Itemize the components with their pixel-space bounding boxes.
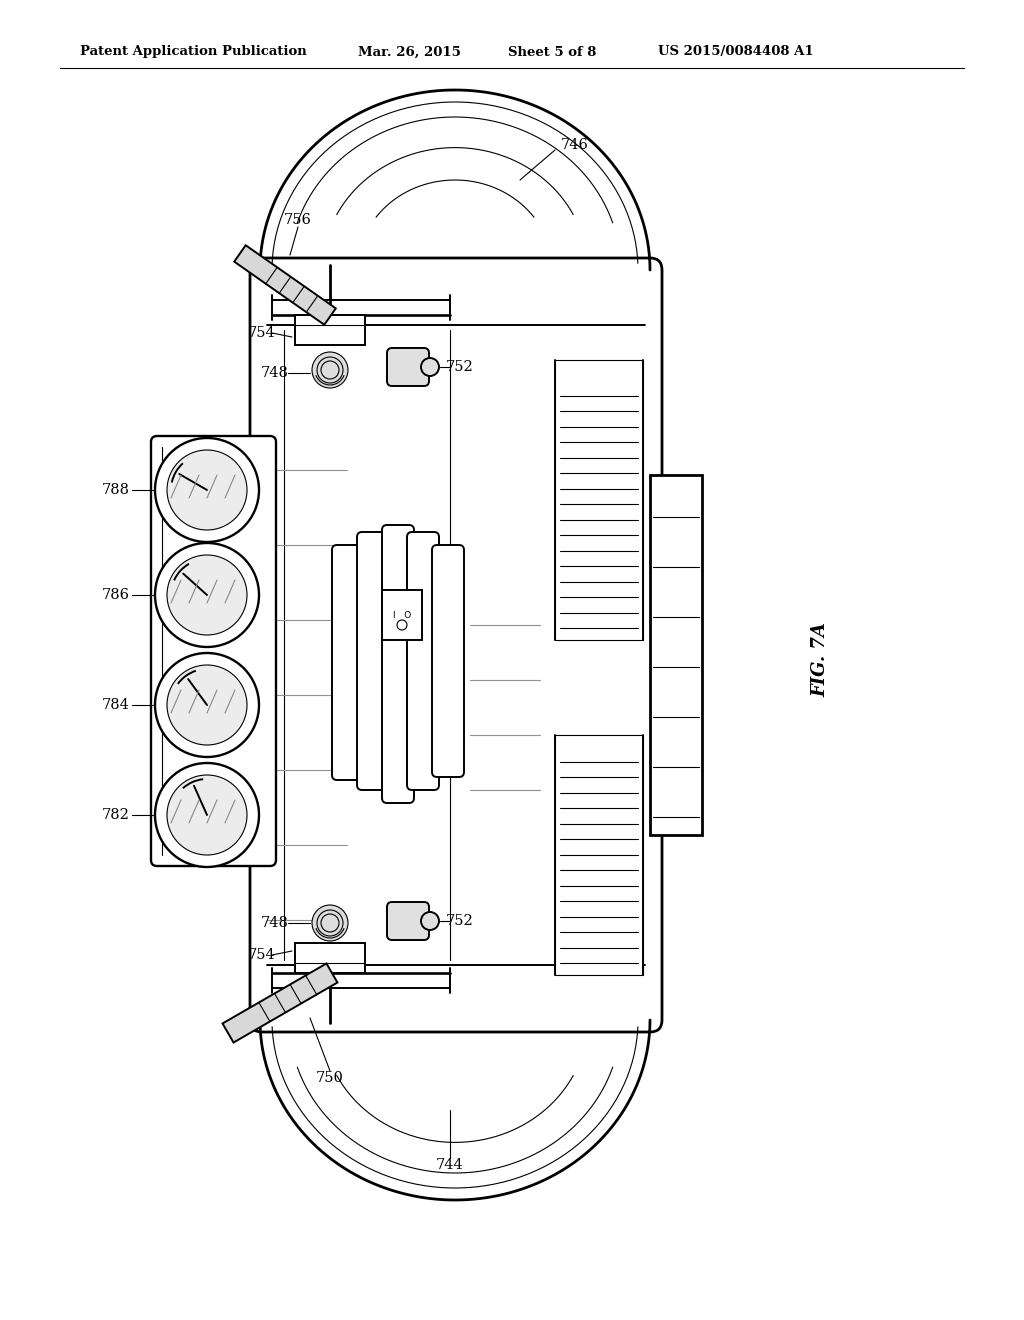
Text: I   O: I O: [393, 610, 411, 619]
Text: Mar. 26, 2015: Mar. 26, 2015: [358, 45, 461, 58]
Circle shape: [167, 665, 247, 744]
Text: 752: 752: [446, 913, 474, 928]
FancyBboxPatch shape: [382, 525, 414, 803]
Circle shape: [155, 653, 259, 756]
Text: Patent Application Publication: Patent Application Publication: [80, 45, 307, 58]
Circle shape: [155, 763, 259, 867]
Circle shape: [312, 352, 348, 388]
FancyBboxPatch shape: [250, 257, 662, 1032]
Circle shape: [421, 912, 439, 931]
Text: Sheet 5 of 8: Sheet 5 of 8: [508, 45, 596, 58]
Text: 748: 748: [261, 366, 289, 380]
Circle shape: [155, 438, 259, 543]
Circle shape: [167, 775, 247, 855]
Circle shape: [397, 620, 407, 630]
Text: 752: 752: [446, 360, 474, 374]
Text: 788: 788: [102, 483, 130, 498]
Circle shape: [167, 450, 247, 531]
Text: 786: 786: [102, 587, 130, 602]
Circle shape: [317, 909, 343, 936]
Circle shape: [312, 906, 348, 941]
Bar: [650, 475, 702, 836]
Polygon shape: [234, 246, 336, 325]
Bar: [382, 590, 422, 640]
Circle shape: [421, 358, 439, 376]
Circle shape: [321, 913, 339, 932]
Circle shape: [167, 554, 247, 635]
FancyBboxPatch shape: [407, 532, 439, 789]
Circle shape: [317, 356, 343, 383]
Text: 756: 756: [284, 213, 312, 227]
FancyBboxPatch shape: [151, 436, 276, 866]
Text: 754: 754: [248, 948, 275, 962]
Circle shape: [321, 360, 339, 379]
Text: 748: 748: [261, 916, 289, 931]
Text: 750: 750: [316, 1071, 344, 1085]
FancyBboxPatch shape: [332, 545, 364, 780]
FancyBboxPatch shape: [387, 348, 429, 385]
FancyBboxPatch shape: [432, 545, 464, 777]
Bar: [295, 942, 365, 973]
Polygon shape: [222, 964, 338, 1043]
Text: 784: 784: [102, 698, 130, 711]
Circle shape: [155, 543, 259, 647]
Text: 744: 744: [436, 1158, 464, 1172]
Bar: [295, 315, 365, 345]
Bar: [555, 735, 643, 975]
Text: 746: 746: [561, 139, 589, 152]
Text: US 2015/0084408 A1: US 2015/0084408 A1: [658, 45, 814, 58]
FancyBboxPatch shape: [387, 902, 429, 940]
Text: 754: 754: [248, 326, 275, 341]
Text: 782: 782: [102, 808, 130, 822]
FancyBboxPatch shape: [357, 532, 389, 789]
Text: FIG. 7A: FIG. 7A: [811, 623, 829, 697]
Bar: [555, 360, 643, 640]
